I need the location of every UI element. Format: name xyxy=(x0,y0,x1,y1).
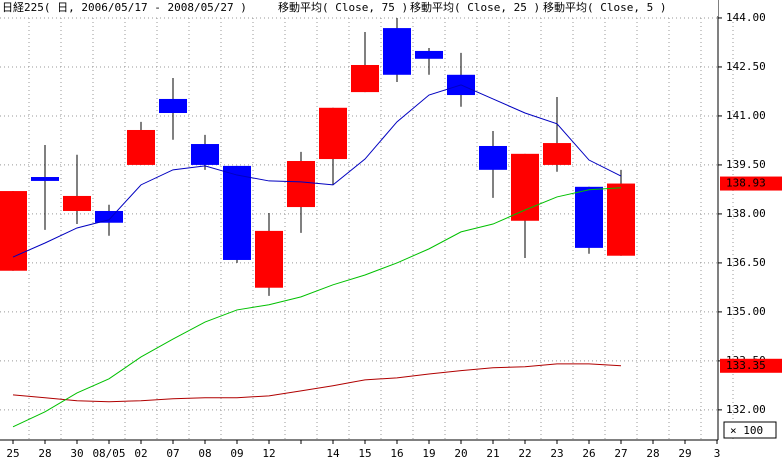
x-tick-label: 14 xyxy=(326,447,340,460)
x-tick-label: 30 xyxy=(70,447,83,460)
x-tick-label: 07 xyxy=(166,447,179,460)
ma-line xyxy=(12,84,622,258)
candle-body xyxy=(0,191,27,271)
last-value-label: 138.93 xyxy=(726,177,766,190)
legend-entry: 移動平均( Close, 5 ) xyxy=(543,0,666,14)
candle-body xyxy=(351,64,379,93)
x-tick-label: 27 xyxy=(614,447,627,460)
header-bg xyxy=(0,0,718,16)
candle-body xyxy=(287,161,315,208)
x-tick-label: 16 xyxy=(390,447,403,460)
candle-body xyxy=(575,186,603,248)
x-tick-label: 22 xyxy=(518,447,531,460)
candle-body xyxy=(223,165,251,260)
x-tick-label: 02 xyxy=(134,447,147,460)
legend-entry: 移動平均( Close, 75 ) xyxy=(278,0,408,14)
y-tick-label: 142.50 xyxy=(726,60,766,73)
x-tick-label: 08/05 xyxy=(92,447,125,460)
candle-body xyxy=(191,144,219,165)
candle-body xyxy=(127,129,155,165)
x-tick-label: 28 xyxy=(38,447,51,460)
candle-body xyxy=(415,50,443,59)
candle-body xyxy=(383,28,411,75)
x-tick-label: 20 xyxy=(454,447,467,460)
x-tick-label: 23 xyxy=(550,447,563,460)
y-tick-label: 139.50 xyxy=(726,158,766,171)
candle-body xyxy=(319,107,347,160)
candle-body xyxy=(159,98,187,114)
candle-body xyxy=(511,153,539,221)
y-tick-label: 138.00 xyxy=(726,207,766,220)
unit-label: × 100 xyxy=(730,424,763,437)
ma-line xyxy=(12,363,622,403)
unit-box xyxy=(723,421,777,439)
x-tick-label: 28 xyxy=(646,447,659,460)
x-tick-label: 21 xyxy=(486,447,499,460)
candle-body xyxy=(607,183,635,256)
x-tick-label: 3 xyxy=(714,447,721,460)
last-value-label: 133.35 xyxy=(726,359,766,372)
plot xyxy=(0,17,635,428)
x-tick-label: 15 xyxy=(358,447,371,460)
y-tick-label: 141.00 xyxy=(726,109,766,122)
x-tick-label: 26 xyxy=(582,447,595,460)
last-value-box xyxy=(720,358,782,373)
candle-body xyxy=(543,143,571,165)
legend-entry: 移動平均( Close, 25 ) xyxy=(410,0,540,14)
last-value-box xyxy=(720,176,782,191)
x-tick-label: 25 xyxy=(6,447,19,460)
y-tick-label: 136.50 xyxy=(726,256,766,269)
x-tick-label: 29 xyxy=(678,447,691,460)
y-tick-label: 135.00 xyxy=(726,305,766,318)
x-tick-label: 12 xyxy=(262,447,275,460)
candle-body xyxy=(95,210,123,223)
candle-body xyxy=(479,145,507,170)
candle-body xyxy=(255,230,283,288)
axis-labels: 132.00133.50135.00136.50138.00139.50141.… xyxy=(6,11,782,460)
candle-body xyxy=(63,195,91,211)
x-tick-label: 19 xyxy=(422,447,435,460)
x-tick-label: 08 xyxy=(198,447,211,460)
chart-title: 日経225( 日, 2006/05/17 - 2008/05/27 ) xyxy=(2,1,247,14)
ma-line xyxy=(12,187,622,428)
y-tick-label: 132.00 xyxy=(726,403,766,416)
y-tick-label: 144.00 xyxy=(726,11,766,24)
x-tick-label: 09 xyxy=(230,447,243,460)
candle-body xyxy=(31,177,59,181)
